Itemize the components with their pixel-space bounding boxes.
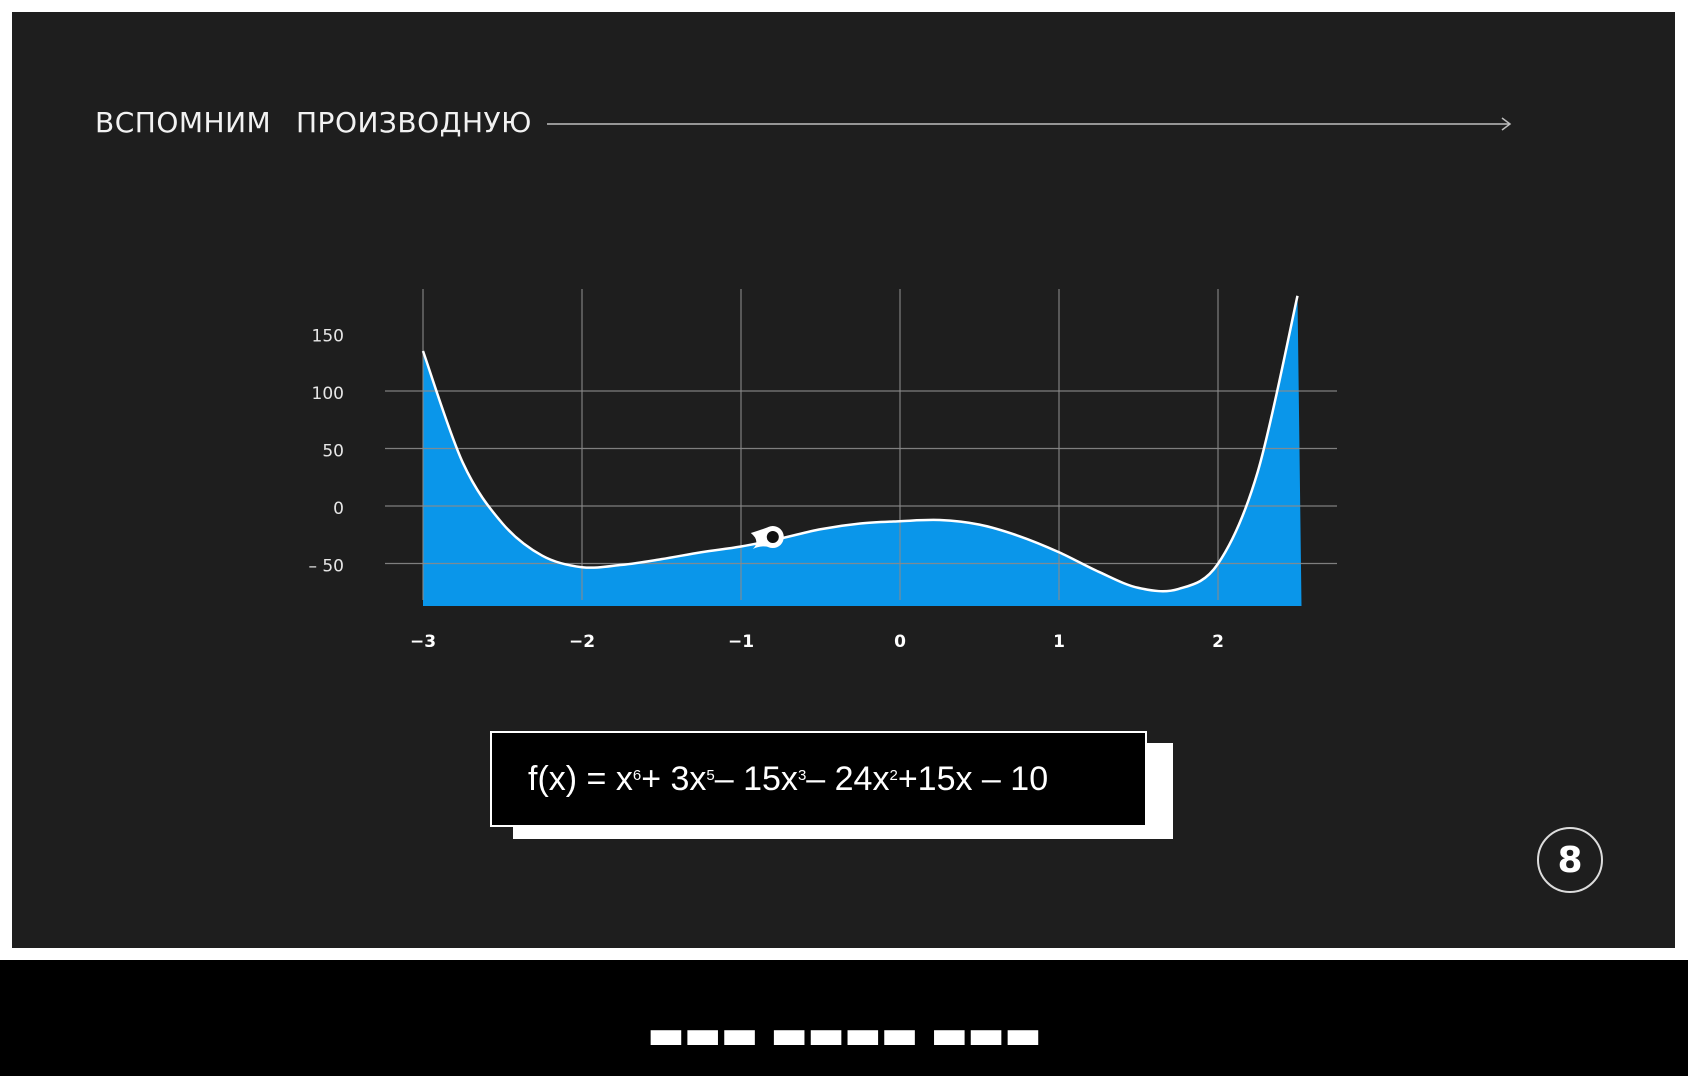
header-arrow-icon [547,117,1512,131]
slide-header: ВСПОМНИМ ПРОИЗВОДНУЮ [12,12,1675,212]
chart-series-line [421,295,1299,593]
formula-exponent: 3 [797,766,807,784]
formula-part: – 24x [806,759,890,798]
x-tick-label: −1 [728,632,754,652]
x-tick-label: 0 [894,632,906,652]
marker-ball-inner [766,531,779,544]
y-tick-label: – 50 [308,557,344,577]
page-number-badge: 8 [1537,827,1603,893]
formula-part: f(x) = x [528,759,633,798]
x-tick-label: 1 [1053,632,1065,652]
x-tick-label: 2 [1212,632,1224,652]
x-tick-label: −3 [410,632,436,652]
formula-exponent: 5 [706,766,715,784]
formula-part: – 15x [714,759,798,798]
formula-part: + 3x [641,759,707,798]
header-word-recall: ВСПОМНИМ [95,106,272,139]
header-word-derivative: ПРОИЗВОДНУЮ [296,106,532,139]
formula-part: +15x – 10 [897,759,1049,798]
formula-exponent: 6 [632,766,642,784]
caption-bar [0,960,1688,1076]
y-tick-label: 100 [312,384,344,404]
caption-text: ▬▬▬ ▬▬▬▬ ▬▬▬ [647,1012,1042,1058]
formula-exponent: 2 [889,766,898,784]
chart-area-fill [423,295,1302,606]
x-tick-label: −2 [569,632,595,652]
y-tick-label: 150 [312,327,344,347]
y-tick-label: 50 [322,442,344,462]
y-tick-label: 0 [333,499,344,519]
